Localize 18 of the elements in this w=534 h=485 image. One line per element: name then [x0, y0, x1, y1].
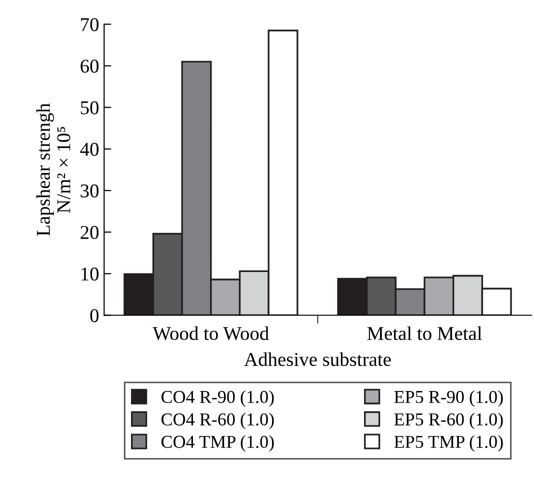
- legend-label: CO4 R-90 (1.0): [161, 390, 274, 407]
- y-tick-label: 40: [80, 142, 99, 156]
- y-axis-title: Lapshear strengh N/m² × 10⁵: [36, 103, 70, 236]
- legend-label: EP5 TMP (1.0): [394, 435, 503, 452]
- x-tick-label: Wood to Wood: [152, 326, 269, 340]
- y-tick-label: 50: [80, 101, 99, 114]
- y-tick-label: 0: [90, 309, 99, 322]
- y-tick-label: 70: [81, 18, 99, 32]
- legend-label: EP5 R-60 (1.0): [394, 412, 503, 430]
- y-tick-label: 60: [80, 60, 99, 73]
- x-axis-title: Adhesive substrate: [244, 352, 391, 366]
- legend-label: CO4 TMP (1.0): [161, 435, 274, 452]
- legend-label: EP5 R-90 (1.0): [394, 390, 503, 407]
- x-tick-label: Metal to Metal: [367, 326, 482, 340]
- legend-label: CO4 R-60 (1.0): [161, 412, 274, 430]
- y-tick-label: 10: [82, 267, 99, 281]
- y-tick-label: 30: [80, 184, 99, 198]
- y-tick-label: 20: [80, 226, 99, 240]
